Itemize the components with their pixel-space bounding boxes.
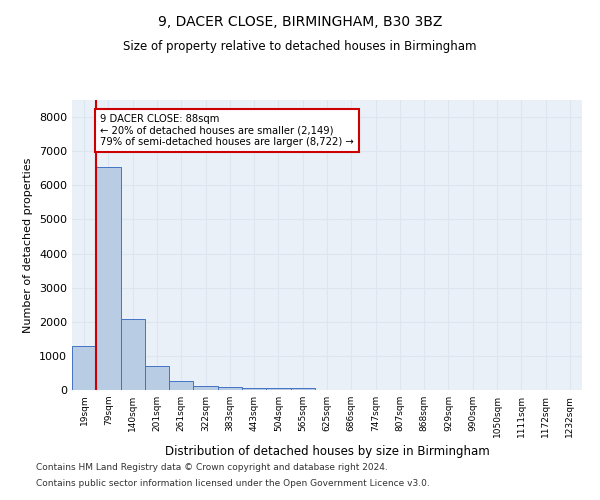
X-axis label: Distribution of detached houses by size in Birmingham: Distribution of detached houses by size … <box>164 446 490 458</box>
Bar <box>290 388 315 390</box>
Bar <box>193 386 218 390</box>
Text: Contains public sector information licensed under the Open Government Licence v3: Contains public sector information licen… <box>36 478 430 488</box>
Bar <box>72 346 96 390</box>
Bar <box>96 166 121 390</box>
Y-axis label: Number of detached properties: Number of detached properties <box>23 158 34 332</box>
Text: Size of property relative to detached houses in Birmingham: Size of property relative to detached ho… <box>123 40 477 53</box>
Text: 9 DACER CLOSE: 88sqm
← 20% of detached houses are smaller (2,149)
79% of semi-de: 9 DACER CLOSE: 88sqm ← 20% of detached h… <box>100 114 353 147</box>
Bar <box>266 388 290 390</box>
Bar <box>121 319 145 390</box>
Bar <box>218 387 242 390</box>
Bar <box>145 366 169 390</box>
Text: 9, DACER CLOSE, BIRMINGHAM, B30 3BZ: 9, DACER CLOSE, BIRMINGHAM, B30 3BZ <box>158 15 442 29</box>
Text: Contains HM Land Registry data © Crown copyright and database right 2024.: Contains HM Land Registry data © Crown c… <box>36 464 388 472</box>
Bar <box>242 388 266 390</box>
Bar <box>169 381 193 390</box>
